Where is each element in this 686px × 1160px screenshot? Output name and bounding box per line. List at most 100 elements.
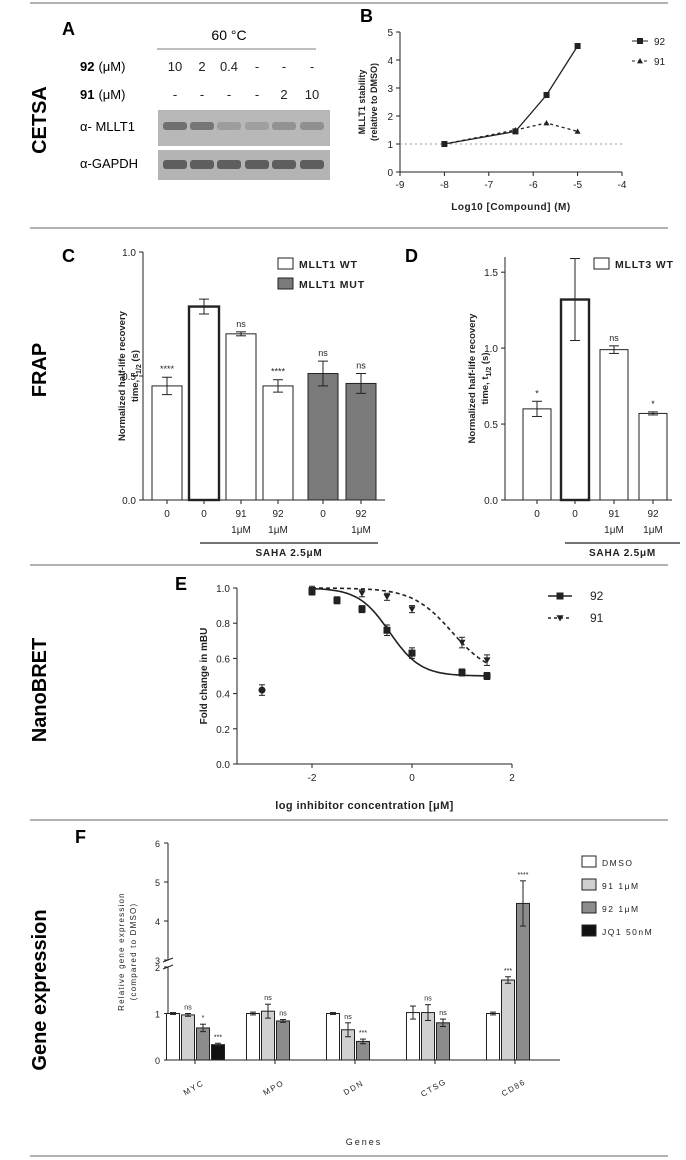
blot-lane-value: -: [282, 59, 286, 74]
blot-band-mllt1: [300, 122, 324, 130]
x-tick-label: -2: [308, 773, 317, 784]
significance-label: ns: [356, 361, 366, 371]
y-tick-label: 0.8: [216, 619, 230, 630]
data-point-92: [383, 626, 391, 634]
blot-lane-value: -: [255, 59, 259, 74]
y-axis-label-unit: (s): [130, 350, 141, 364]
y-tick-label: 5: [387, 28, 393, 39]
data-point-92: [408, 649, 416, 657]
x-tick-label: -5: [573, 180, 582, 191]
blot-band-gapdh: [245, 160, 269, 169]
bar-92 1μM: [276, 1020, 290, 1061]
y-axis-label-unit: (s): [480, 353, 491, 367]
blot-lane-value: -: [200, 87, 204, 102]
panel-letter-f: F: [75, 827, 86, 847]
blot-band-mllt1: [245, 122, 269, 130]
bar-DMSO: [326, 1013, 340, 1061]
x-axis-label: Log10 [Compound] (M): [451, 202, 570, 213]
data-point-91: [512, 127, 519, 133]
error-bar: [273, 379, 283, 393]
y-tick-label: 3: [387, 84, 393, 95]
y-tick-label: 1.5: [484, 268, 498, 279]
x-tick-label: 0: [572, 509, 578, 520]
significance-label: *: [535, 388, 539, 398]
legend-label-91: 91: [654, 57, 666, 68]
blot-lane-value: -: [227, 87, 231, 102]
x-tick-sublabel: 1μM: [268, 525, 288, 536]
significance-label: ****: [160, 364, 175, 374]
legend-label-92: 92: [590, 589, 604, 603]
y-tick-label: 2: [155, 963, 160, 973]
error-bar: [280, 1019, 286, 1023]
legend-swatch: [277, 277, 294, 290]
bar: [307, 373, 339, 501]
y-axis-label: (compared to DMSO): [129, 903, 138, 1001]
data-point-92: [483, 672, 491, 680]
bar-DMSO: [246, 1013, 260, 1061]
x-tick-label: 92: [647, 509, 659, 520]
error-bar: [330, 1012, 336, 1015]
legend-marker: [556, 615, 564, 622]
panel-letter-d: D: [405, 246, 418, 266]
bar: [599, 349, 629, 501]
error-bar: [440, 1018, 446, 1028]
bar-92 1μM: [196, 1027, 210, 1061]
y-tick-label: 0.5: [122, 372, 136, 383]
legend-label: MLLT1 MUT: [299, 279, 365, 291]
y-tick-label: 4: [155, 917, 160, 927]
y-tick-label: 0.5: [484, 420, 498, 431]
legend-label: MLLT1 WT: [299, 259, 358, 271]
bar: [151, 385, 183, 501]
series-line-92: [444, 45, 579, 145]
y-tick-label: 5: [155, 878, 160, 888]
y-axis-label-part: time, t: [130, 373, 141, 402]
y-axis-label: time, t1/2 (s): [130, 350, 143, 402]
error-bar: [505, 976, 511, 984]
legend-swatch: [593, 257, 610, 270]
panel-e-chart: 0.0 0.2 0.4 0.6 0.8 1.0 -2 0 2 log inhibitor conc…: [199, 584, 604, 812]
x-tick-label: 91: [608, 509, 620, 520]
error-bar: [648, 411, 658, 416]
panel-letter-c: C: [62, 246, 75, 266]
fit-curve-curve_92: [311, 587, 487, 677]
y-tick-label: 2: [387, 112, 393, 123]
y-tick-label: 0.2: [216, 725, 230, 736]
blot-label-gapdh: α-GAPDH: [80, 156, 138, 171]
bar-DMSO: [166, 1013, 180, 1061]
bar-92 1μM: [436, 1022, 450, 1061]
significance-label: ****: [271, 367, 286, 377]
series-line-91: [444, 122, 578, 145]
legend-label: JQ1 50nM: [602, 927, 653, 937]
error-bar: [345, 1022, 351, 1038]
blot-band-gapdh: [300, 160, 324, 169]
x-tick-label: -8: [440, 180, 449, 191]
bar: [262, 385, 294, 501]
significance-label: ****: [518, 872, 529, 879]
significance-label: ***: [214, 1034, 222, 1041]
error-bar: [250, 1011, 256, 1016]
x-tick-label: 2: [509, 773, 515, 784]
x-tick-label: 0: [320, 509, 326, 520]
legend-marker: [556, 592, 564, 600]
bar: [638, 412, 668, 501]
y-tick-label: 0.0: [216, 760, 230, 771]
blot-lane-value: 2: [198, 59, 205, 74]
error-bar: [356, 373, 366, 394]
x-tick-label: 0: [409, 773, 415, 784]
panel-b-chart: 0 1 2 3 4 5 -9 -8 -7 -6 -5 -4 Log10 [Compound] (M) ML…: [357, 28, 666, 213]
x-tick-label: 91: [235, 509, 247, 520]
significance-label: ***: [359, 1030, 367, 1037]
legend-marker: [637, 58, 643, 64]
y-tick-label: 1.0: [216, 584, 230, 595]
blot-band-gapdh: [190, 160, 214, 169]
y-axis-label: Normalized half-life recovery: [467, 313, 478, 444]
significance-label: ns: [318, 348, 328, 358]
y-tick-label: 0: [387, 168, 393, 179]
data-point-91: [574, 128, 581, 134]
data-point-91: [483, 657, 491, 664]
data-point-92: [543, 92, 550, 98]
legend-swatch: [581, 855, 597, 868]
blot-lane-value: 0.4: [220, 59, 238, 74]
x-tick-label: -4: [618, 180, 627, 191]
